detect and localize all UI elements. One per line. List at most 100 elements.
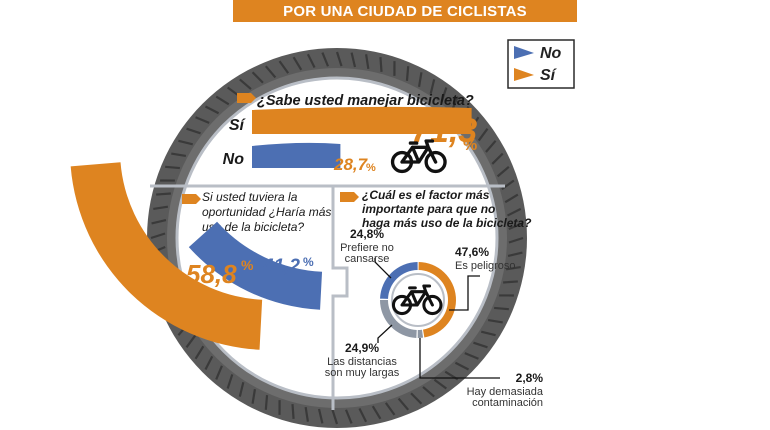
tread-mark <box>204 105 220 115</box>
tread-mark <box>440 87 448 102</box>
question-3-tag <box>340 192 359 202</box>
tread-mark <box>153 205 169 210</box>
tread-mark <box>410 392 423 405</box>
slice-value-label: 47,6% <box>455 245 489 259</box>
bike-frame <box>400 284 434 307</box>
tread-mark <box>473 341 488 349</box>
bike-frame <box>400 139 438 164</box>
tread-mark <box>215 95 230 106</box>
tread-mark <box>171 152 187 158</box>
tread-mark <box>505 266 521 271</box>
slice-value-label: 24,8% <box>350 227 384 241</box>
tread-mark <box>487 318 503 324</box>
legend-label: Sí <box>540 67 558 84</box>
tread-mark <box>239 78 252 90</box>
vertical-divider <box>331 186 349 410</box>
tread-mark <box>306 53 316 68</box>
slice-name-label: contaminación <box>472 397 543 409</box>
legend-swatch <box>514 46 534 59</box>
title-banner <box>233 0 577 22</box>
tread-mark <box>331 409 339 425</box>
tread-mark <box>384 402 396 416</box>
tread-mark <box>215 365 223 380</box>
tread-mark <box>508 222 523 231</box>
value-unit-no-2: % <box>303 255 314 269</box>
slice-value-label: 2,8% <box>516 371 544 385</box>
tread-mark <box>485 140 497 153</box>
question-2-line: uso de la bicicleta? <box>202 220 304 234</box>
tread-mark <box>291 404 295 419</box>
question-3-line: haga más uso de la bicicleta? <box>362 216 532 230</box>
tread-mark <box>178 139 194 146</box>
tread-mark <box>365 54 370 70</box>
tread-mark <box>501 179 515 191</box>
tread-mark <box>417 72 423 88</box>
tread-mark <box>405 66 410 81</box>
value-unit-si: % <box>463 137 477 154</box>
slice-name-label: Hay demasiada <box>467 386 544 398</box>
tread-mark <box>469 116 480 131</box>
tread-mark <box>264 65 277 79</box>
tread-mark <box>251 71 264 84</box>
tread-mark <box>371 405 382 420</box>
question-3-line: importante para que no <box>362 202 495 216</box>
tread-mark <box>422 386 435 398</box>
tread-mark <box>278 60 290 74</box>
tread-mark <box>185 334 197 348</box>
tread-mark <box>504 193 519 204</box>
tread-mark <box>195 116 210 124</box>
page-title: POR UNA CIUDAD DE CICLISTAS <box>283 3 527 20</box>
tread-mark <box>251 388 257 404</box>
tread-mark <box>491 152 504 165</box>
donut-slice <box>380 262 418 299</box>
tread-mark <box>494 306 509 311</box>
tread-mark <box>204 355 214 371</box>
bicycle-icon <box>390 139 447 174</box>
slice-name-label: Prefiere no <box>340 242 394 254</box>
tread-mark <box>477 128 489 142</box>
value-label-no-2: 41,2 <box>262 256 300 277</box>
tread-mark <box>454 361 470 371</box>
tread-mark <box>344 409 353 424</box>
leader-line <box>374 258 392 279</box>
tread-mark <box>321 52 330 67</box>
tread-mark <box>464 352 479 360</box>
leader-line <box>449 275 480 311</box>
slice-value-label: 24,9% <box>345 341 379 355</box>
tread-mark <box>317 408 324 424</box>
slice-name-label: son muy largas <box>325 367 400 379</box>
tread-mark <box>226 374 234 389</box>
tread-mark <box>151 218 167 225</box>
tread-mark <box>480 330 496 337</box>
value-label-si-2: 58,8 <box>186 259 237 289</box>
bicycle-icon <box>391 284 443 316</box>
question-1-tag <box>237 93 256 103</box>
question-1-title: ¿Sabe usted manejar bicicleta? <box>257 93 474 109</box>
legend-label: No <box>540 45 562 62</box>
question-2-line: Si usted tuviera la <box>202 190 298 204</box>
tread-mark <box>150 232 166 240</box>
tread-mark <box>264 395 269 410</box>
donut-slice <box>417 329 424 338</box>
tread-mark <box>496 165 510 178</box>
panel-dividers <box>150 184 505 410</box>
value-unit-si-2: % <box>241 257 254 273</box>
value-unit-no: % <box>366 162 376 174</box>
donut-slice <box>380 299 417 338</box>
tread-mark <box>433 378 447 390</box>
question-2-line: oportunidad ¿Haría más <box>202 205 331 219</box>
tread-mark <box>292 56 303 71</box>
bar-si <box>252 106 472 134</box>
bike-front-wheel <box>422 294 443 316</box>
legend-swatch <box>514 68 534 81</box>
tread-mark <box>358 408 368 423</box>
value-label-si: 71,3 <box>411 112 477 150</box>
leader-line <box>377 324 393 343</box>
curved-bar-si <box>70 162 263 350</box>
slice-name-label: Las distancias <box>327 356 397 368</box>
tread-mark <box>508 236 524 244</box>
leader-line <box>419 338 500 379</box>
slice-name-label: cansarse <box>345 253 390 265</box>
tread-mark <box>165 165 180 170</box>
